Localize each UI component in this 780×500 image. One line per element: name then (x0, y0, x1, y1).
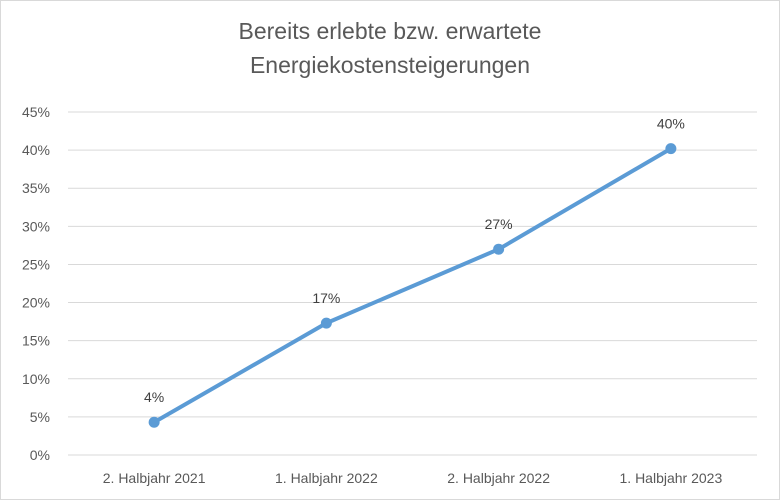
series-line (152, 146, 673, 425)
data-label: 17% (312, 290, 340, 306)
y-tick-label: 45% (22, 104, 50, 120)
y-tick-label: 30% (22, 218, 50, 234)
x-tick-label: 2. Halbjahr 2021 (103, 470, 206, 486)
y-tick-label: 25% (22, 256, 50, 272)
chart-title: Bereits erlebte bzw. erwartete Energieko… (0, 14, 780, 82)
y-tick-label: 0% (30, 447, 50, 463)
x-tick-label: 1. Halbjahr 2023 (620, 470, 723, 486)
y-tick-label: 5% (30, 409, 50, 425)
data-point (665, 143, 677, 155)
data-point (493, 243, 505, 255)
x-tick-label: 2. Halbjahr 2022 (447, 470, 550, 486)
x-tick-label: 1. Halbjahr 2022 (275, 470, 378, 486)
data-label: 27% (485, 216, 513, 232)
chart-title-line-2: Energiekostensteigerungen (249, 52, 531, 78)
y-tick-label: 40% (22, 142, 50, 158)
y-tick-label: 10% (22, 371, 50, 387)
data-label: 40% (657, 116, 685, 132)
data-label: 4% (144, 389, 164, 405)
y-tick-label: 20% (22, 295, 50, 311)
y-tick-label: 35% (22, 180, 50, 196)
data-point (148, 416, 160, 428)
chart-title-line-1: Bereits erlebte bzw. erwartete (238, 18, 542, 44)
y-tick-label: 15% (22, 333, 50, 349)
data-point (320, 317, 332, 329)
